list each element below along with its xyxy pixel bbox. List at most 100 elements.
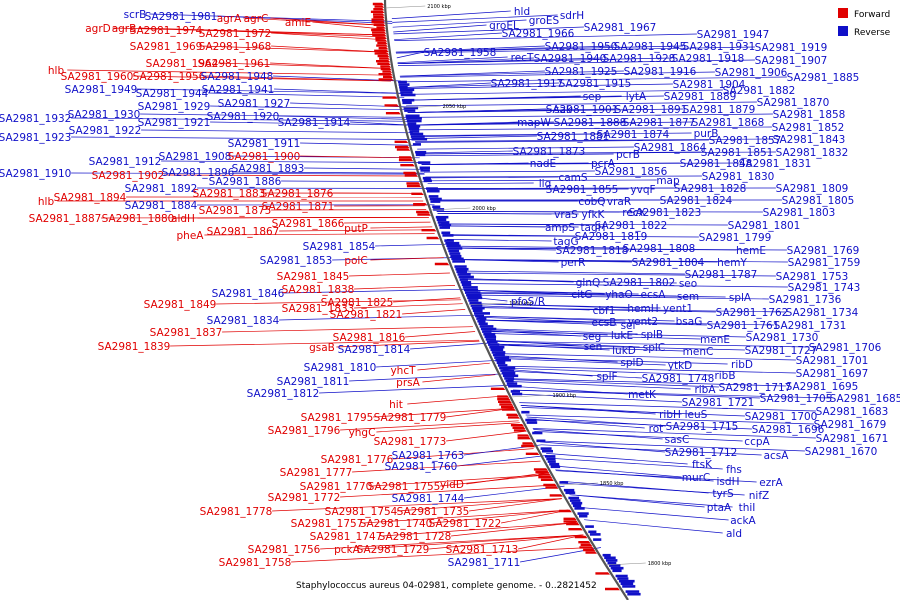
gene-label[interactable]: seo [679,278,697,290]
gene-label[interactable]: SA2981_1670 [805,446,878,458]
gene-label[interactable]: SA2981_1925 [545,66,618,78]
gene-label[interactable]: SA2981_1697 [796,368,869,380]
gene-label[interactable]: agrC [244,13,269,25]
gene-label[interactable]: ytkD [668,360,693,372]
gene-label[interactable]: SA2981_1731 [774,320,847,332]
gene-label[interactable]: ecsA [641,289,667,301]
gene-label[interactable]: SA2981_1822 [595,220,668,232]
gene-label[interactable]: SA2981_1854 [303,241,376,253]
gene-label[interactable]: SA2981_1761 [707,320,780,332]
gene-label[interactable]: SA2981_1730 [746,332,819,344]
gene-label[interactable]: SA2981_1969 [130,41,203,53]
gene-label[interactable]: SA2981_1744 [392,493,465,505]
gene-label[interactable]: polC [344,255,367,267]
gene-label[interactable]: SA2981_1968 [199,41,272,53]
gene-label[interactable]: SA2981_1881 [537,131,610,143]
gene-label[interactable]: SA2981_1754 [325,506,398,518]
gene-label[interactable]: SA2981_1683 [816,406,889,418]
gene-label[interactable]: SA2981_1838 [282,284,355,296]
gene-label[interactable]: hemH [627,303,658,315]
gene-label[interactable]: yent1 [663,303,693,315]
gene-label[interactable]: sak [554,104,573,116]
gene-label[interactable]: SA2981_1821 [330,309,403,321]
gene-label[interactable]: SA2981_1777 [280,467,353,479]
gene-label[interactable]: SA2981_1685 [830,393,900,405]
gene-label[interactable]: SA2981_1907 [755,55,828,67]
gene-label[interactable]: SA2981_1776 [321,454,394,466]
gene-label[interactable]: murC [682,472,711,484]
gene-label[interactable]: tagH [580,222,605,234]
gene-label[interactable]: SA2981_1758 [219,557,292,569]
gene-label[interactable]: SA2981_1825 [321,297,394,309]
gene-label[interactable]: ampS [545,222,575,234]
gene-label[interactable]: SA2981_1843 [773,134,846,146]
gene-label[interactable]: SA2981_1887 [29,213,102,225]
gene-label[interactable]: SA2981_1837 [150,327,223,339]
gene-label[interactable]: SA2981_1700 [745,411,818,423]
gene-label[interactable]: lig [539,178,552,190]
gene-label[interactable]: SA2981_1823 [629,207,702,219]
gene-label[interactable]: SA2981_1779 [374,412,447,424]
gene-label[interactable]: SA2981_1927 [218,98,291,110]
gene-label[interactable]: citG [572,289,593,301]
gene-label[interactable]: sem [677,291,699,303]
gene-label[interactable]: vraS [554,209,578,221]
gene-label[interactable]: lukE [611,330,633,342]
gene-label[interactable]: SA2981_1916 [624,66,697,78]
gene-label[interactable]: agrB [112,23,137,35]
gene-label[interactable]: SA2981_1876 [261,188,334,200]
gene-label[interactable]: sei [621,320,636,332]
gene-label[interactable]: SA2981_1770 [300,481,373,493]
gene-label[interactable]: hemY [717,257,747,269]
gene-label[interactable]: mapW [517,117,551,129]
gene-label[interactable]: SA2981_1945 [614,41,687,53]
gene-label[interactable]: agrD [85,23,111,35]
gene-label[interactable]: lukD [612,345,636,357]
gene-label[interactable]: SA2981_1796 [268,425,341,437]
gene-label[interactable]: SA2981_1772 [268,492,341,504]
gene-label[interactable]: sep [583,91,602,103]
gene-label[interactable]: tyrS [712,488,734,500]
gene-label[interactable]: SA2981_1696 [752,424,825,436]
gene-label[interactable]: SA2981_1728 [379,531,452,543]
gene-label[interactable]: SA2981_1804 [632,257,705,269]
gene-label[interactable]: SA2981_1961 [198,58,271,70]
gene-label[interactable]: SA2981_1757 [291,518,364,530]
gene-label[interactable]: recX [622,207,646,219]
gene-label[interactable]: SA2981_1729 [357,544,430,556]
gene-label[interactable]: splA [729,292,752,304]
gene-label[interactable]: agrA [217,13,242,25]
gene-label[interactable]: SA2981_1695 [786,381,859,393]
gene-label[interactable]: SA2981_1805 [782,195,855,207]
gene-label[interactable]: hit [389,399,403,411]
gene-label[interactable]: ezrA [759,477,783,489]
gene-label[interactable]: SA2981_1911 [228,138,301,150]
gene-label[interactable]: SA2981_1857 [709,135,782,147]
gene-label[interactable]: SA2981_1679 [814,419,887,431]
gene-label[interactable]: SA2981_1763 [392,450,465,462]
gene-label[interactable]: rot [649,423,664,435]
gene-label[interactable]: hemE [736,245,766,257]
gene-label[interactable]: SA2981_1759 [788,257,861,269]
gene-label[interactable]: SA2981_1950 [545,41,618,53]
gene-label[interactable]: SA2981_1851 [701,147,774,159]
gene-label[interactable]: pheA [177,230,205,242]
gene-label[interactable]: SA2981_1915 [559,78,632,90]
gene-label[interactable]: SA2981_1912 [89,156,162,168]
gene-label[interactable]: SA2981_1853 [260,255,333,267]
gene-label[interactable]: SA2981_1894 [54,192,127,204]
gene-label[interactable]: purB [694,128,719,140]
gene-label[interactable]: sasC [665,434,690,446]
gene-label[interactable]: groES [529,15,560,27]
gene-label[interactable]: menC [683,346,714,358]
gene-label[interactable]: SA2981_1808 [623,243,696,255]
gene-label[interactable]: SA2981_1893 [232,163,305,175]
gene-label[interactable]: SA2981_1875 [199,205,272,217]
gene-label[interactable]: SA2981_1717 [719,382,792,394]
gene-label[interactable]: SA2981_1932 [0,113,71,125]
gene-label[interactable]: ccpA [744,436,770,448]
gene-label[interactable]: SA2981_1816 [333,332,406,344]
gene-label[interactable]: SA2981_1874 [597,129,670,141]
gene-label[interactable]: amiE [285,17,311,29]
gene-label[interactable]: SA2981_1713 [446,544,519,556]
